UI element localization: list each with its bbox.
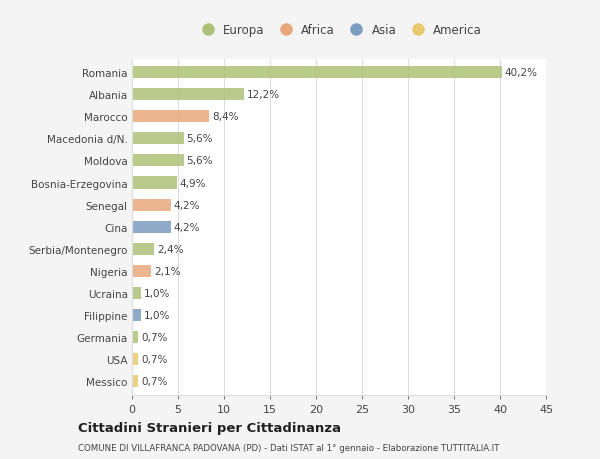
Text: 0,7%: 0,7% [141,354,167,364]
Text: COMUNE DI VILLAFRANCA PADOVANA (PD) - Dati ISTAT al 1° gennaio - Elaborazione TU: COMUNE DI VILLAFRANCA PADOVANA (PD) - Da… [78,443,499,452]
Bar [132,221,170,233]
Text: 5,6%: 5,6% [186,156,213,166]
Text: 12,2%: 12,2% [247,90,280,100]
Text: 2,4%: 2,4% [157,244,184,254]
Bar [132,67,502,79]
Text: Cittadini Stranieri per Cittadinanza: Cittadini Stranieri per Cittadinanza [78,421,341,434]
Text: 4,2%: 4,2% [173,222,200,232]
Bar [132,111,209,123]
Bar [132,155,184,167]
Bar [132,287,141,299]
Bar [132,309,141,321]
Text: 40,2%: 40,2% [505,68,538,78]
Bar [132,89,244,101]
Text: 1,0%: 1,0% [144,288,170,298]
Text: 8,4%: 8,4% [212,112,239,122]
Text: 2,1%: 2,1% [154,266,181,276]
Bar [132,265,151,277]
Text: 4,2%: 4,2% [173,200,200,210]
Bar [132,199,170,211]
Bar [132,353,139,365]
Legend: Europa, Africa, Asia, America: Europa, Africa, Asia, America [194,22,484,39]
Text: 1,0%: 1,0% [144,310,170,320]
Text: 0,7%: 0,7% [141,332,167,342]
Text: 0,7%: 0,7% [141,376,167,386]
Bar [132,177,177,189]
Bar [132,243,154,255]
Text: 5,6%: 5,6% [186,134,213,144]
Bar [132,331,139,343]
Text: 4,9%: 4,9% [180,178,206,188]
Bar [132,133,184,145]
Bar [132,375,139,387]
